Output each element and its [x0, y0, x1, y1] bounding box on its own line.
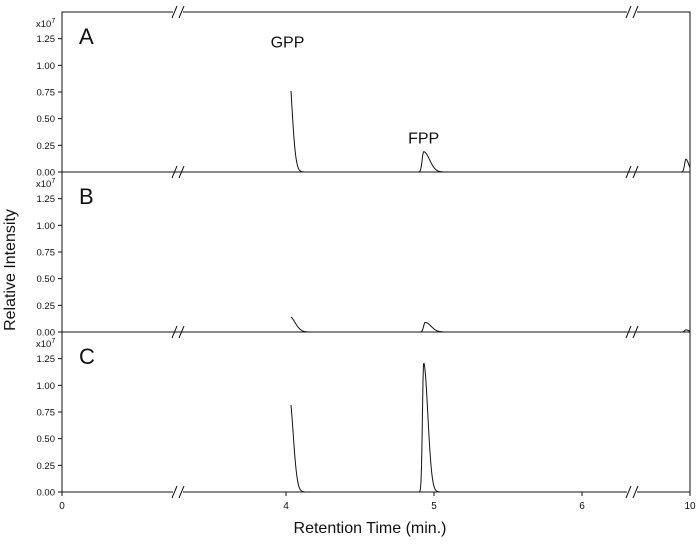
x-tick-label: 0 — [59, 501, 65, 512]
y-tick-label: 1.25 — [37, 34, 56, 45]
y-tick-label: 0.00 — [37, 168, 56, 179]
panel-label: C — [79, 344, 95, 369]
panel-label: B — [79, 184, 94, 209]
y-tick-label: 1.25 — [37, 354, 56, 365]
axis-break-mark — [625, 5, 632, 19]
y-tick-label: 1.25 — [37, 194, 56, 205]
x-tick-label: 10 — [684, 501, 696, 512]
trace-line — [290, 316, 577, 333]
y-tick-label: 0.25 — [37, 301, 56, 312]
trace-line — [587, 158, 691, 173]
axis-break-mark — [632, 485, 639, 499]
x-tick-label: 4 — [283, 501, 289, 512]
axis-break-mark — [171, 5, 178, 19]
axis-break-mark — [625, 485, 632, 499]
x-axis-label: Retention Time (min.) — [294, 520, 447, 537]
y-tick-label: 1.00 — [37, 221, 56, 232]
y-multiplier-label: x107 — [36, 178, 55, 190]
y-tick-label: 0.50 — [37, 274, 56, 285]
y-tick-label: 1.00 — [37, 381, 56, 392]
axis-break-mark — [178, 5, 185, 19]
y-tick-label: 0.00 — [37, 488, 56, 499]
panel-frame — [61, 171, 691, 333]
axis-break-mask — [173, 486, 183, 498]
y-tick-label: 0.00 — [37, 328, 56, 339]
y-tick-label: 1.00 — [37, 61, 56, 72]
y-tick-label: 0.50 — [37, 114, 56, 125]
peak-label: GPP — [271, 35, 305, 52]
y-tick-label: 0.25 — [37, 461, 56, 472]
panel-frame — [61, 331, 691, 493]
axis-break-mark — [171, 485, 178, 499]
x-tick-label: 6 — [579, 501, 585, 512]
peak-label: FPP — [408, 131, 439, 148]
axis-break-mask — [627, 6, 637, 18]
y-tick-label: 0.25 — [37, 141, 56, 152]
panel-frame — [61, 11, 691, 173]
y-axis-label: Relative Intensity — [2, 209, 19, 331]
y-tick-label: 0.75 — [37, 88, 56, 99]
y-tick-label: 0.75 — [37, 408, 56, 419]
y-tick-label: 0.50 — [37, 434, 56, 445]
axis-break-mask — [627, 486, 637, 498]
x-tick-label: 5 — [431, 501, 437, 512]
y-multiplier-label: x107 — [36, 338, 55, 350]
panel-A: 0.00 0.25 0.50 0.75 1.00 1.25 x107 A GPP FPP — [36, 5, 691, 179]
x-axis: 0 4 5 6 10 — [59, 492, 696, 512]
axis-break-mask — [173, 6, 183, 18]
y-tick-label: 0.75 — [37, 248, 56, 259]
panel-C: 0.00 0.25 0.50 0.75 1.00 1.25 x107 C — [36, 331, 691, 499]
panel-label: A — [79, 24, 94, 49]
trace-line — [290, 362, 577, 493]
panel-B: 0.00 0.25 0.50 0.75 1.00 1.25 x107 B — [36, 171, 691, 339]
axis-break-mark — [632, 5, 639, 19]
axis-break-mark — [178, 485, 185, 499]
y-multiplier-label: x107 — [36, 18, 55, 30]
